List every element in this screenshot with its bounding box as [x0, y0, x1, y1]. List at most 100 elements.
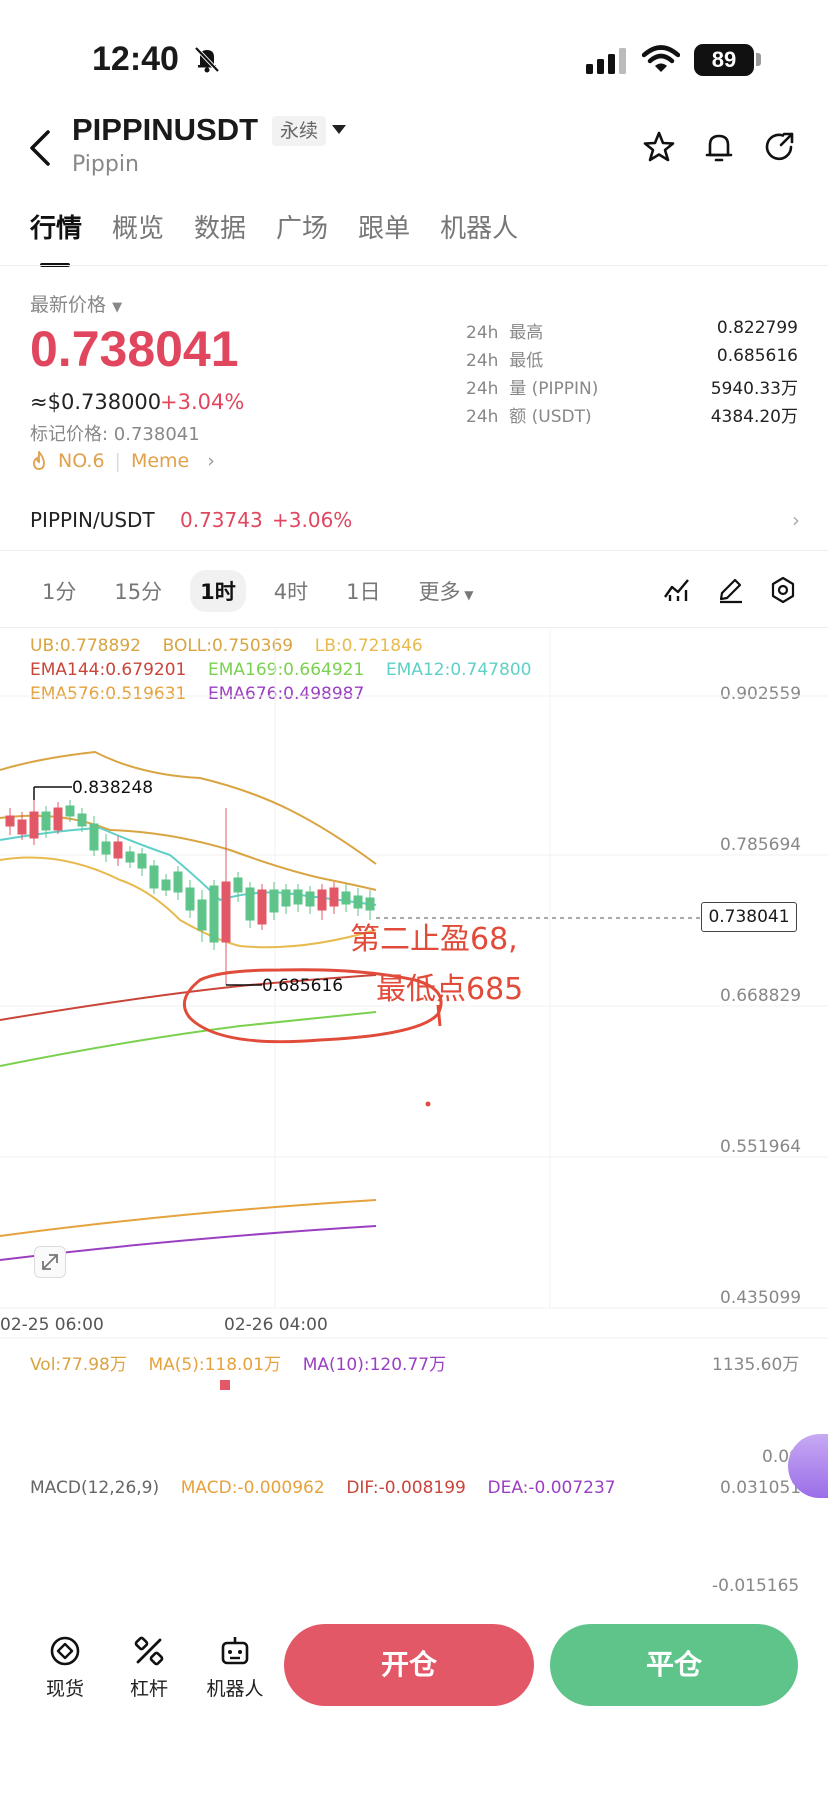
stat-value: 5940.33万: [710, 379, 798, 399]
nav-robot[interactable]: 机器人: [198, 1634, 272, 1701]
status-time: 12:40: [92, 40, 179, 78]
open-position-button[interactable]: 开仓: [284, 1624, 534, 1706]
mark-price: 标记价格: 0.738041: [30, 424, 200, 445]
interval-more[interactable]: 更多 ▼: [408, 570, 483, 612]
latest-price-label[interactable]: 最新价格 ▼: [30, 290, 122, 317]
cellular-signal-icon: [586, 48, 626, 74]
caret-down-icon[interactable]: [332, 125, 346, 134]
spot-icon: [50, 1636, 80, 1666]
stat-row: 24h 最低 0.685616: [466, 346, 798, 374]
nav-leverage[interactable]: 杠杆: [114, 1634, 184, 1701]
spot-pair-row[interactable]: PIPPIN/USDT 0.73743 +3.06% ›: [30, 508, 800, 538]
divider: |: [114, 450, 121, 472]
nav-robot-label: 机器人: [206, 1678, 264, 1700]
divider: [0, 550, 828, 551]
macd-title: MACD(12,26,9): [30, 1478, 160, 1498]
stat-label: 24h 最高: [466, 318, 543, 346]
annotation-text-line1: 第二止盈68,: [350, 922, 518, 957]
candles: [5, 800, 375, 985]
annotation-dot: [425, 1101, 431, 1107]
spot-pair-name: PIPPIN/USDT: [30, 508, 155, 532]
interval-selector: 1分 15分 1时 4时 1日 更多 ▼: [32, 570, 484, 612]
vol-ma10-value: MA(10):120.77万: [302, 1355, 447, 1375]
stat-label: 24h 量 (PIPPIN): [466, 374, 598, 402]
stat-period: 24h: [466, 323, 499, 343]
draw-icon[interactable]: [716, 575, 746, 605]
volume-legend: Vol:77.98万 MA(5):118.01万 MA(10):120.77万: [30, 1350, 446, 1375]
divider: [0, 265, 828, 266]
ub-value: UB:0.778892: [30, 636, 141, 656]
expand-icon[interactable]: [34, 1246, 66, 1278]
boll-legend: UB:0.778892 BOLL:0.750369 LB:0.721846: [30, 636, 423, 656]
lb-value: LB:0.721846: [314, 636, 423, 656]
rank-badge: NO.6: [58, 450, 105, 472]
ema-legend-2: EMA576:0.519631 EMA676:0.498987: [30, 684, 364, 704]
stat-value: 4384.20万: [710, 407, 798, 427]
share-icon[interactable]: [762, 130, 796, 164]
price-axis-label: 0.902559: [720, 684, 802, 704]
stat-value: 0.685616: [716, 346, 798, 366]
spot-change: +3.06%: [272, 508, 353, 532]
caret-down-icon: ▼: [112, 300, 123, 315]
dif-value: DIF:-0.008199: [346, 1478, 466, 1498]
interval-more-label: 更多: [418, 580, 461, 604]
star-icon[interactable]: [642, 130, 676, 164]
stat-period: 24h: [466, 379, 499, 399]
date-axis-label: 02-25 06:00: [0, 1315, 104, 1335]
divider: [0, 627, 828, 628]
nav-spot[interactable]: 现货: [30, 1634, 100, 1701]
stat-row: 24h 额 (USDT) 4384.20万: [466, 402, 798, 430]
date-axis-label: 02-26 04:00: [224, 1315, 328, 1335]
vol-ma5-value: MA(5):118.01万: [148, 1355, 282, 1375]
price-axis-label: 0.785694: [720, 835, 802, 855]
stat-value: 0.822799: [716, 318, 798, 338]
ema12-value: EMA12:0.747800: [385, 660, 532, 680]
tab-bots[interactable]: 机器人: [440, 214, 519, 244]
pair-name: Pippin: [72, 152, 139, 177]
high-price-label: 0.838248: [72, 778, 154, 798]
bell-icon[interactable]: [702, 130, 736, 164]
indicator-icon[interactable]: [662, 575, 692, 605]
back-icon[interactable]: [26, 128, 54, 168]
ema576-line: [0, 1199, 377, 1237]
interval-15m[interactable]: 15分: [114, 580, 163, 604]
interval-1h[interactable]: 1时: [190, 570, 246, 612]
stats-panel: 24h 最高 0.822799 24h 最低 0.685616 24h 量 (P…: [466, 318, 798, 430]
low-price-label: 0.685616: [262, 976, 344, 996]
interval-4h[interactable]: 4时: [273, 580, 309, 604]
caret-down-icon: ▼: [460, 588, 474, 602]
chevron-right-icon: ›: [207, 450, 215, 472]
nav-spot-label: 现货: [45, 1678, 84, 1700]
ema169-value: EMA169:0.664921: [207, 660, 365, 680]
tab-overview[interactable]: 概览: [112, 214, 165, 244]
latest-price-label-text: 最新价格: [30, 294, 107, 316]
chevron-right-icon: ›: [792, 508, 800, 532]
macd-value: MACD:-0.000962: [180, 1478, 325, 1498]
annotation-text-line2: 最低点685: [376, 972, 524, 1007]
macd-axis-top: 0.031051: [720, 1478, 802, 1498]
stat-period: 24h: [466, 351, 499, 371]
interval-1m[interactable]: 1分: [42, 580, 77, 604]
tab-market[interactable]: 行情: [30, 208, 82, 267]
tab-copy-trading[interactable]: 跟单: [358, 214, 411, 244]
ema676-value: EMA676:0.498987: [207, 684, 365, 704]
settings-icon[interactable]: [768, 575, 798, 605]
last-price: 0.738041: [30, 321, 239, 377]
pair-title[interactable]: PIPPINUSDT: [72, 112, 259, 147]
candlestick-chart[interactable]: [0, 630, 828, 1390]
battery-tip: [756, 53, 761, 66]
volume-value: Vol:77.98万: [30, 1355, 127, 1375]
tab-square[interactable]: 广场: [276, 214, 329, 244]
price-axis-label: 0.668829: [720, 986, 802, 1006]
ema576-value: EMA576:0.519631: [30, 684, 187, 704]
rank-row[interactable]: NO.6 | Meme ›: [30, 450, 215, 472]
stat-name: 量 (PIPPIN): [509, 379, 599, 399]
tab-data[interactable]: 数据: [194, 214, 247, 244]
stat-label: 24h 额 (USDT): [466, 402, 592, 430]
interval-1d[interactable]: 1日: [346, 580, 381, 604]
expand-arrows-icon: [42, 1254, 58, 1270]
flame-icon: [33, 451, 45, 470]
close-position-button[interactable]: 平仓: [550, 1624, 798, 1706]
wifi-icon: [642, 45, 680, 72]
stat-name: 额 (USDT): [509, 407, 592, 427]
